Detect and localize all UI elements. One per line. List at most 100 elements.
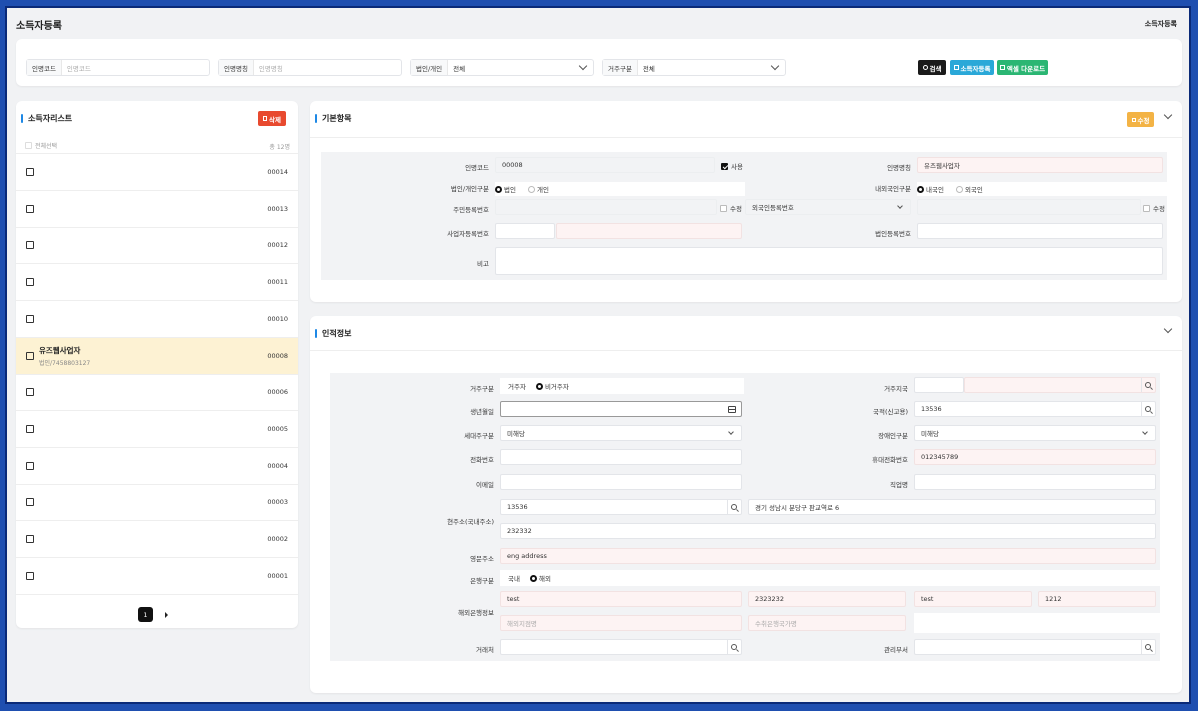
row-checkbox[interactable] — [26, 571, 34, 580]
rrn-modify-checkbox[interactable]: 수정 — [720, 203, 742, 213]
mobile-input[interactable]: 012345789 — [914, 449, 1156, 465]
foreign-modify-checkbox[interactable]: 수정 — [1143, 203, 1165, 213]
register-button[interactable]: 소득자등록 — [950, 60, 994, 75]
overseas-country-input[interactable]: 수취은행국가명 — [748, 615, 906, 631]
bank-radio-overseas[interactable]: 해외 — [529, 573, 551, 583]
code-input[interactable]: 00008 — [495, 157, 715, 173]
bank-radio-domestic[interactable]: 국내 — [508, 575, 520, 583]
name-search-input[interactable]: 인명명칭 — [258, 64, 283, 73]
search-icon[interactable] — [1145, 406, 1151, 412]
next-page-icon[interactable] — [165, 611, 168, 618]
select-all-checkbox[interactable] — [25, 142, 32, 149]
foreign-radio-foreign[interactable]: 외국인 — [955, 184, 983, 194]
name-search-label: 인명명칭 — [219, 60, 254, 75]
row-checkbox[interactable] — [26, 168, 34, 176]
row-checkbox[interactable] — [26, 424, 34, 433]
overseas-bank-1[interactable]: test — [500, 591, 742, 607]
name-input[interactable]: 유즈웹사업자 — [917, 157, 1163, 173]
note-textarea[interactable] — [495, 247, 1163, 275]
delete-button[interactable]: 삭제 — [258, 111, 286, 126]
type-radio-corp[interactable]: 법인 — [495, 184, 516, 194]
res-country-name[interactable] — [964, 377, 1156, 393]
overseas-branch-input[interactable]: 해외지점명 — [500, 615, 742, 631]
list-item[interactable]: 00014 — [16, 154, 298, 191]
row-checkbox[interactable] — [26, 461, 34, 470]
note-label: 비고 — [477, 260, 489, 268]
row-code: 00006 — [267, 388, 288, 397]
list-item[interactable]: 00013 — [16, 191, 298, 228]
select-all[interactable]: 전체선택 — [25, 141, 57, 150]
overseas-bank-2[interactable]: 2323232 — [748, 591, 906, 607]
list-item[interactable]: 00006 — [16, 374, 298, 412]
overseas-bank-3[interactable]: test — [914, 591, 1032, 607]
page-title: 소득자등록 — [16, 21, 62, 32]
page-button[interactable]: 1 — [138, 607, 153, 622]
divider — [310, 137, 1182, 138]
eng-addr-input[interactable]: eng address — [500, 548, 1156, 564]
phone-input[interactable] — [500, 449, 742, 465]
list-item[interactable]: 00001 — [16, 558, 298, 595]
res-radio-nonresident[interactable]: 비거주자 — [535, 381, 569, 391]
job-input[interactable] — [914, 474, 1156, 490]
res-radio-resident[interactable]: 거주자 — [508, 383, 526, 391]
search-button[interactable]: 검색 — [918, 60, 946, 75]
collapse-chevron-icon[interactable] — [1163, 110, 1173, 120]
collapse-chevron-icon[interactable] — [1163, 324, 1173, 334]
row-checkbox[interactable] — [26, 241, 34, 250]
row-checkbox[interactable] — [26, 535, 34, 543]
foreign-number-select[interactable]: 외국인등록번호 — [745, 199, 911, 215]
zip-input[interactable]: 13536 — [500, 499, 742, 515]
client-input[interactable] — [500, 639, 742, 655]
list-item[interactable]: 00004 — [16, 448, 298, 485]
list-item[interactable]: 00003 — [16, 484, 298, 522]
list-item[interactable]: 00002 — [16, 521, 298, 558]
type-radio-person[interactable]: 개인 — [527, 184, 549, 194]
row-checkbox[interactable] — [26, 498, 34, 507]
dept-input[interactable] — [914, 639, 1156, 655]
radio-on-icon — [535, 382, 543, 390]
search-icon[interactable] — [731, 504, 737, 510]
biz-input-2[interactable] — [556, 223, 742, 239]
search-box — [1141, 402, 1155, 416]
grid-icon — [953, 65, 959, 70]
edit-button[interactable]: 수정 — [1127, 112, 1154, 127]
addr1-input[interactable]: 경기 성남시 분당구 판교역로 6 — [748, 499, 1156, 515]
residence-select[interactable]: 거주구분 전체 — [602, 59, 786, 76]
excel-download-button[interactable]: 엑셀 다운로드 — [997, 60, 1048, 75]
calendar-icon[interactable] — [728, 406, 736, 413]
rrn-input[interactable] — [495, 199, 717, 215]
list-item[interactable]: 유즈웹사업자 법인/7458803127 00008 — [16, 337, 298, 375]
foreign-radio-domestic[interactable]: 내국인 — [917, 184, 944, 194]
list-item[interactable]: 00010 — [16, 301, 298, 338]
excel-icon — [999, 65, 1005, 70]
list-item[interactable]: 00005 — [16, 411, 298, 448]
household-select[interactable]: 미해당 — [500, 425, 742, 441]
search-icon[interactable] — [731, 644, 737, 650]
grid-col — [744, 373, 914, 661]
use-checkbox[interactable]: 사용 — [721, 161, 743, 171]
search-icon[interactable] — [1145, 644, 1151, 650]
disabled-select[interactable]: 미해당 — [914, 425, 1156, 441]
list-item[interactable]: 00011 — [16, 264, 298, 302]
biz-input-1[interactable] — [495, 223, 555, 239]
row-checkbox[interactable] — [26, 314, 34, 323]
row-checkbox[interactable] — [26, 278, 34, 287]
list-item[interactable]: 00012 — [16, 227, 298, 265]
birth-input[interactable] — [500, 401, 742, 417]
overseas-bank-4[interactable]: 1212 — [1038, 591, 1156, 607]
search-icon[interactable] — [1145, 382, 1151, 388]
section-marker — [315, 114, 317, 123]
code-search-input[interactable]: 인명코드 — [66, 64, 91, 73]
foreign-number-input[interactable] — [917, 199, 1141, 215]
row-checkbox[interactable] — [26, 204, 34, 213]
res-country-input[interactable] — [914, 377, 964, 393]
row-checkbox[interactable] — [26, 388, 34, 397]
row-checkbox[interactable] — [26, 351, 34, 360]
corp-no-input[interactable] — [917, 223, 1163, 239]
nation-input[interactable]: 13536 — [914, 401, 1156, 417]
code-search-field[interactable]: 인명코드 인명코드 — [26, 59, 210, 76]
corp-select[interactable]: 법인/개인 전체 — [410, 59, 594, 76]
addr2-input[interactable]: 232332 — [500, 523, 1156, 539]
name-search-field[interactable]: 인명명칭 인명명칭 — [218, 59, 402, 76]
email-input[interactable] — [500, 474, 742, 490]
